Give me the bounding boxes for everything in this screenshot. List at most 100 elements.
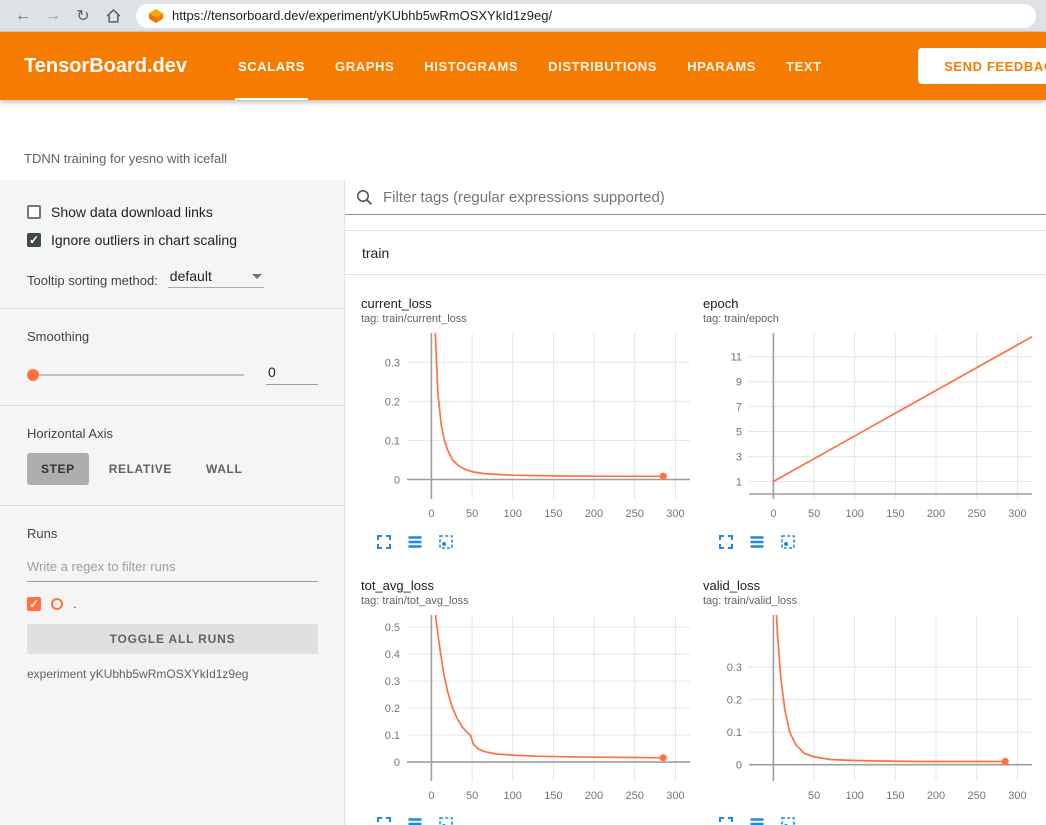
chart-toolbar [361,533,698,551]
divider [0,405,344,406]
refresh-icon[interactable]: ↻ [70,3,96,29]
experiment-title-bar: TDNN training for yesno with icefall [0,100,1046,180]
url-text: https://tensorboard.dev/experiment/yKUbh… [172,8,552,23]
toggle-runs-table-icon[interactable] [748,533,766,551]
expand-chart-icon[interactable] [717,533,735,551]
tag-filter-row [345,180,1046,215]
svg-text:100: 100 [846,508,864,520]
chart-tag: tag: train/current_loss [361,312,698,327]
tag-group-header[interactable]: train [345,231,1046,275]
tab-scalars[interactable]: SCALARS [223,32,320,100]
chart-canvas[interactable]: 00.10.20.30.40.5050100150200250300 [361,609,698,809]
tag-filter-input[interactable] [381,188,1036,207]
dropdown-caret-icon [252,274,262,279]
chart-tag: tag: train/tot_avg_loss [361,594,698,609]
chart-canvas[interactable]: 1357911050100150200250300 [703,327,1040,527]
expand-chart-icon[interactable] [375,815,393,825]
runs-filter-input[interactable] [27,555,318,582]
chart-toolbar [703,815,1040,825]
fit-domain-icon[interactable] [437,533,455,551]
smoothing-value-input[interactable]: 0 [266,364,318,385]
main-nav: SCALARS GRAPHS HISTOGRAMS DISTRIBUTIONS … [223,32,837,100]
tensorboard-favicon-icon [148,8,164,24]
svg-text:250: 250 [626,508,644,520]
svg-text:0.3: 0.3 [385,676,400,688]
svg-text:0.2: 0.2 [385,703,400,715]
toggle-all-runs-button[interactable]: TOGGLE ALL RUNS [27,624,318,654]
checkbox-unchecked-icon[interactable] [27,205,41,219]
svg-text:0: 0 [394,757,400,769]
svg-text:250: 250 [626,790,644,802]
svg-text:0: 0 [736,760,742,772]
fit-domain-icon[interactable] [779,815,797,825]
svg-text:0: 0 [428,790,434,802]
svg-text:100: 100 [504,790,522,802]
tab-graphs[interactable]: GRAPHS [320,32,409,100]
svg-text:200: 200 [927,508,945,520]
svg-text:0: 0 [770,508,776,520]
svg-text:3: 3 [736,452,742,464]
chart-tag: tag: train/valid_loss [703,594,1040,609]
svg-text:250: 250 [968,508,986,520]
slider-track [27,374,244,376]
tooltip-sorting-label: Tooltip sorting method: [27,273,158,288]
svg-text:50: 50 [808,790,820,802]
ignore-outliers-row[interactable]: Ignore outliers in chart scaling [27,232,318,248]
tooltip-sorting-select[interactable]: default [168,268,264,288]
scalars-dashboard: train current_loss tag: train/current_lo… [345,180,1046,825]
svg-text:300: 300 [666,790,684,802]
smoothing-slider-thumb[interactable] [27,369,39,381]
chart-toolbar [361,815,698,825]
step-axis-button[interactable]: STEP [27,453,89,485]
show-download-links-row[interactable]: Show data download links [27,204,318,220]
fit-domain-icon[interactable] [437,815,455,825]
svg-text:200: 200 [585,508,603,520]
back-icon[interactable]: ← [10,3,36,29]
run-row[interactable]: . [27,596,318,611]
expand-chart-icon[interactable] [375,533,393,551]
run-color-swatch-icon[interactable] [51,598,63,610]
relative-axis-button[interactable]: RELATIVE [95,453,186,485]
horizontal-axis-buttons: STEP RELATIVE WALL [27,453,318,485]
experiment-id-label: experiment yKUbhb5wRmOSXYkId1z9eg [27,667,318,681]
svg-text:150: 150 [544,508,562,520]
svg-text:300: 300 [666,508,684,520]
tag-group-card-train: train current_loss tag: train/current_lo… [345,230,1046,825]
chart-canvas[interactable]: 00.10.20.3050100150200250300 [361,327,698,527]
chart-title: current_loss [361,295,698,312]
toggle-runs-table-icon[interactable] [406,533,424,551]
charts-grid: current_loss tag: train/current_loss 0 0.… [345,275,1046,825]
run-checkbox-icon[interactable] [27,597,41,611]
home-icon[interactable] [100,3,126,29]
tensorboard-logo[interactable]: TensorBoard.dev [0,32,211,100]
toggle-runs-table-icon[interactable] [748,815,766,825]
svg-text:9: 9 [736,377,742,389]
fit-domain-icon[interactable] [779,533,797,551]
svg-text:150: 150 [886,790,904,802]
tab-distributions[interactable]: DISTRIBUTIONS [533,32,672,100]
svg-text:200: 200 [927,790,945,802]
experiment-title: TDNN training for yesno with icefall [24,151,227,166]
checkbox-checked-icon[interactable] [27,233,41,247]
tab-hparams[interactable]: HPARAMS [672,32,771,100]
forward-icon[interactable]: → [40,3,66,29]
send-feedback-button[interactable]: SEND FEEDBACK [918,48,1046,84]
tab-histograms[interactable]: HISTOGRAMS [409,32,533,100]
wall-axis-button[interactable]: WALL [192,453,256,485]
svg-text:0: 0 [428,508,434,520]
address-bar[interactable]: https://tensorboard.dev/experiment/yKUbh… [136,4,1036,28]
chart-title: valid_loss [703,577,1040,594]
chart-card-tot-avg-loss: tot_avg_loss tag: train/tot_avg_loss 00.… [361,577,698,825]
toggle-runs-table-icon[interactable] [406,815,424,825]
smoothing-slider[interactable] [27,368,244,382]
tab-text[interactable]: TEXT [771,32,837,100]
svg-text:1: 1 [736,477,742,489]
svg-text:100: 100 [846,790,864,802]
checkbox-label: Ignore outliers in chart scaling [51,232,237,248]
svg-text:300: 300 [1008,508,1026,520]
chart-canvas[interactable]: 00.10.20.350100150200250300 [703,609,1040,809]
expand-chart-icon[interactable] [717,815,735,825]
svg-text:5: 5 [736,427,742,439]
svg-text:0.1: 0.1 [385,730,400,742]
svg-text:250: 250 [968,790,986,802]
